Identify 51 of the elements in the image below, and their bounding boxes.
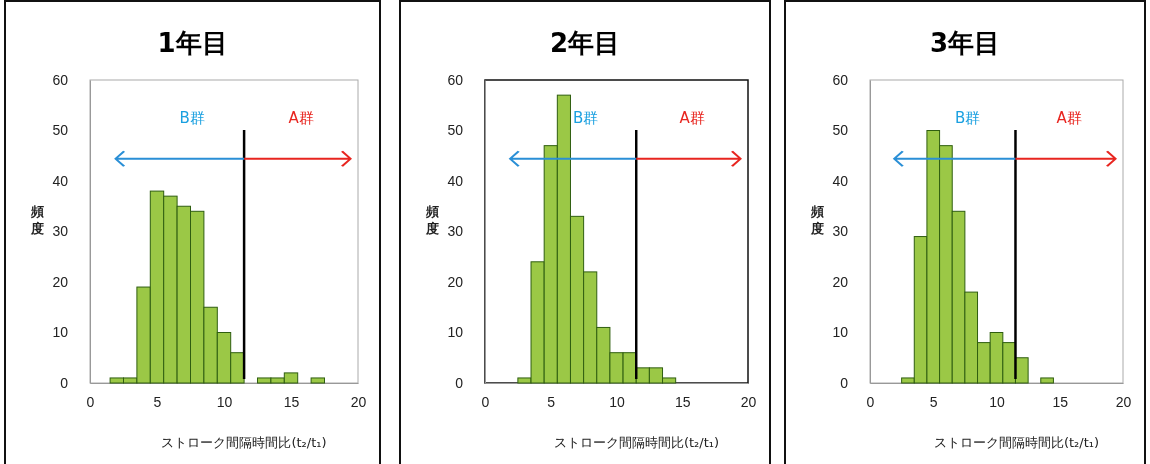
annotation: A群 [679, 108, 705, 127]
x-tick-label: 5 [929, 393, 938, 410]
x-tick-label: 15 [283, 393, 300, 410]
x-axis-title: ストローク間隔時間比(t₂/t₁) [553, 435, 720, 450]
y-tick-label: 10 [447, 324, 464, 341]
chart-title: 2年目 [549, 28, 621, 58]
y-tick-label: 20 [52, 273, 69, 290]
y-tick-label: 50 [447, 122, 464, 139]
x-tick-label: 20 [350, 393, 367, 410]
x-tick-label: 0 [866, 393, 875, 410]
annotation: A群 [1056, 108, 1082, 127]
y-tick-label: 20 [447, 273, 464, 290]
y-tick-label: 20 [832, 273, 849, 290]
y-tick-label: 60 [447, 71, 464, 88]
x-tick-label: 10 [989, 393, 1005, 410]
x-tick-label: 20 [1115, 393, 1132, 410]
chart-title: 1年目 [157, 28, 228, 58]
y-tick-label: 40 [52, 172, 69, 189]
y-axis-title: 頻度 [809, 204, 824, 237]
x-tick-label: 0 [86, 393, 95, 410]
y-tick-label: 40 [832, 172, 849, 189]
y-tick-label: 10 [832, 324, 849, 341]
x-tick-label: 10 [216, 393, 233, 410]
x-tick-label: 15 [1052, 393, 1069, 410]
y-axis-title: 頻度 [29, 204, 44, 237]
x-tick-label: 0 [481, 393, 490, 410]
annotation: B群 [179, 108, 205, 127]
annotation: A群 [288, 108, 314, 127]
annotation: B群 [572, 108, 599, 127]
x-tick-label: 20 [740, 393, 757, 410]
y-tick-label: 30 [447, 223, 464, 240]
x-tick-label: 15 [674, 393, 691, 410]
x-tick-label: 5 [153, 393, 162, 410]
x-axis-title: ストローク間隔時間比(t₂/t₁) [161, 435, 327, 450]
y-tick-label: 30 [832, 223, 849, 240]
y-tick-label: 0 [455, 374, 464, 391]
y-tick-label: 0 [840, 374, 849, 391]
annotation: B群 [955, 108, 981, 127]
y-tick-label: 40 [447, 172, 464, 189]
y-tick-label: 10 [52, 324, 69, 341]
x-tick-label: 5 [547, 393, 556, 410]
y-tick-label: 0 [60, 374, 69, 391]
y-tick-label: 60 [52, 71, 69, 88]
y-tick-label: 30 [52, 223, 69, 240]
y-tick-label: 60 [832, 71, 849, 88]
x-axis-title: ストローク間隔時間比(t₂/t₁) [933, 435, 1100, 450]
y-axis-title: 頻度 [424, 204, 439, 237]
y-tick-label: 50 [52, 122, 69, 139]
chart-title: 3年目 [929, 28, 1001, 58]
x-tick-label: 10 [609, 393, 625, 410]
y-tick-label: 50 [832, 122, 849, 139]
